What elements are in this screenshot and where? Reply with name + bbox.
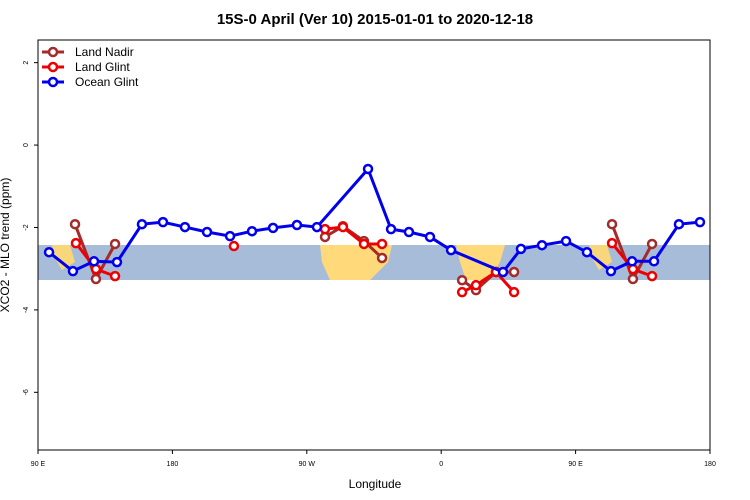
point [508,286,520,298]
point [88,256,100,267]
point [515,243,527,255]
plot-frame [37,39,711,451]
point [456,274,468,286]
series [43,163,706,278]
y-tick-label: -2 [23,224,30,230]
point [646,238,658,250]
y-axis-label: XCO2 - MLO trend (ppm) [0,178,12,313]
y-tick-label: -4 [23,307,30,313]
legend-label: Land Nadir [75,45,134,59]
y-tick-label: -6 [23,389,30,395]
chart-title: 15S-0 April (Ver 10) 2015-01-01 to 2020-… [217,11,533,28]
point [362,163,374,175]
point [508,266,520,278]
point [536,239,548,251]
point [179,221,191,233]
point [470,279,482,291]
point [201,226,213,238]
point [605,265,617,277]
point [497,266,509,278]
point [224,230,236,242]
point [385,223,397,235]
point [673,218,685,230]
point [111,256,123,268]
x-tick-label: 180 [704,461,716,468]
land [52,245,75,270]
series [70,221,658,298]
series-line [48,166,701,274]
point [109,270,121,282]
x-tick-label: 90 E [31,461,46,468]
point [648,256,660,267]
point [228,240,240,252]
point [90,273,102,285]
legend-marker [47,76,59,88]
point [560,235,572,247]
point [69,218,81,230]
point [157,216,169,228]
point [626,256,638,267]
point [581,246,593,258]
legend-label: Land Glint [75,60,130,74]
point [136,218,148,230]
point [403,226,415,238]
point [627,273,639,285]
point [376,252,388,264]
point [358,238,370,250]
legend-marker [47,46,59,58]
point [456,286,468,298]
point [109,238,121,250]
point [246,225,258,237]
point [337,221,349,233]
point [67,265,79,277]
x-axis-label: Longitude [349,477,402,491]
point [445,244,457,256]
point [646,270,658,282]
point [376,238,388,250]
legend-label: Ocean Glint [75,75,139,89]
x-tick-label: 90 E [568,461,583,468]
legend-marker [47,61,59,73]
point [606,237,618,249]
land [320,245,392,280]
point [606,218,618,230]
point [267,222,279,234]
series-line [461,270,516,294]
point [43,246,55,258]
point [694,216,706,228]
y-tick-label: 2 [23,61,30,65]
x-tick-label: 180 [167,461,179,468]
point [291,219,303,231]
series-line [324,225,383,246]
x-tick-label: 0 [439,461,443,468]
land [589,245,612,270]
point [424,231,436,243]
x-tick-label: 90 W [299,461,316,468]
point [70,237,82,249]
point [319,223,331,235]
point [311,221,323,233]
y-tick-label: 0 [23,143,30,147]
